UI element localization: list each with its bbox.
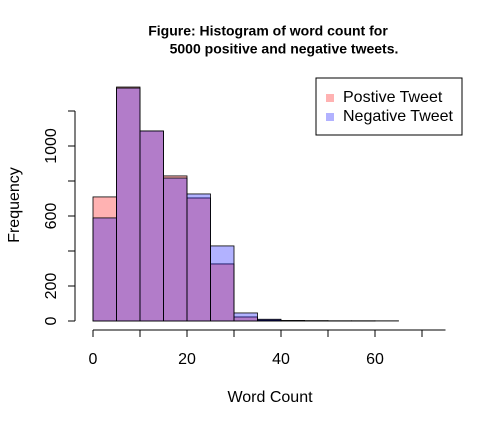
legend-swatch (326, 113, 334, 121)
y-axis-label: Frequency (6, 167, 23, 243)
chart-title: 5000 positive and negative tweets. (170, 41, 399, 57)
bar (281, 320, 305, 321)
bar (234, 313, 258, 321)
chart-title: Figure: Histogram of word count for (148, 23, 388, 39)
legend-label: Postive Tweet (343, 89, 443, 106)
legend-box (316, 78, 462, 135)
y-tick-label: 0 (43, 316, 60, 325)
x-tick-label: 60 (366, 351, 384, 368)
legend-swatch (326, 94, 334, 102)
bar (211, 246, 235, 321)
legend-label: Negative Tweet (343, 108, 454, 125)
y-tick-label: 200 (43, 273, 60, 300)
bar (140, 131, 164, 321)
y-tick-label: 1000 (43, 128, 60, 164)
bar (187, 194, 211, 321)
bar (164, 178, 188, 321)
x-axis-label: Word Count (227, 389, 313, 406)
x-tick-label: 40 (272, 351, 290, 368)
bar (258, 319, 282, 321)
bar (93, 218, 117, 321)
y-tick-label: 600 (43, 203, 60, 230)
bar (117, 88, 141, 321)
x-tick-label: 20 (178, 351, 196, 368)
x-tick-label: 0 (89, 351, 98, 368)
